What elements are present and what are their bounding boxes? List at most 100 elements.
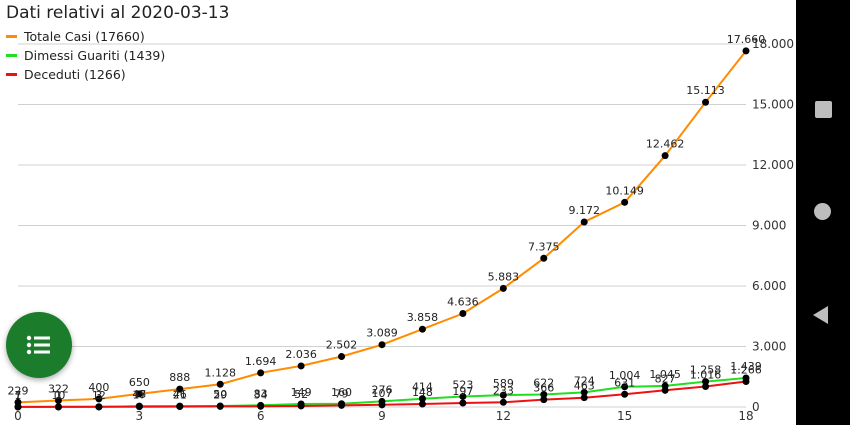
- data-label: 1.694: [245, 355, 277, 368]
- data-point: [418, 395, 426, 403]
- data-label: 463: [574, 380, 595, 393]
- data-point: [338, 401, 346, 409]
- data-point: [135, 403, 143, 411]
- data-point: [702, 98, 710, 106]
- data-label: 7.375: [528, 240, 560, 253]
- data-point: [742, 377, 750, 385]
- data-label: 888: [169, 371, 190, 384]
- data-point: [459, 310, 467, 318]
- data-point: [499, 284, 507, 292]
- data-label: 83: [254, 387, 268, 400]
- legend-label-guariti: Dimessi Guariti (1439): [24, 48, 166, 63]
- data-label: 12.462: [646, 138, 685, 151]
- data-label: 589: [493, 377, 514, 390]
- data-label: 160: [331, 386, 352, 399]
- data-label: 7: [15, 389, 22, 402]
- data-label: 15.113: [686, 84, 725, 97]
- data-point: [418, 400, 426, 408]
- x-tick-label: 6: [257, 409, 265, 423]
- data-point: [702, 383, 710, 391]
- data-label: 1.439: [730, 360, 762, 373]
- legend-swatch-totale: [6, 35, 17, 38]
- data-point: [54, 403, 62, 411]
- data-label: 5.883: [488, 270, 520, 283]
- data-point: [257, 402, 265, 410]
- data-label: 148: [412, 386, 433, 399]
- data-point: [216, 380, 224, 388]
- data-point: [418, 325, 426, 333]
- x-tick-label: 3: [136, 409, 144, 423]
- data-label: 34: [254, 388, 268, 401]
- data-point: [702, 378, 710, 386]
- data-label: 1: [15, 389, 22, 402]
- data-label: 17.660: [727, 33, 766, 46]
- data-point: [176, 403, 184, 411]
- data-point: [540, 396, 548, 404]
- data-point: [621, 390, 629, 398]
- circle-icon[interactable]: [814, 203, 831, 220]
- data-label: 10: [51, 389, 65, 402]
- legend-label-deceduti: Deceduti (1266): [24, 67, 126, 82]
- list-icon: [26, 335, 50, 355]
- square-icon[interactable]: [815, 101, 832, 118]
- y-tick-label: 6.000: [752, 279, 786, 293]
- list-fab-button[interactable]: [6, 312, 72, 378]
- data-point: [297, 402, 305, 410]
- data-point: [540, 390, 548, 398]
- data-point: [540, 254, 548, 262]
- legend-swatch-deceduti: [6, 73, 17, 76]
- data-point: [499, 398, 507, 406]
- legend-item-totale: Totale Casi (17660): [6, 27, 165, 46]
- data-label: 400: [88, 381, 109, 394]
- y-tick-label: 0: [752, 400, 760, 414]
- data-label: 4.636: [447, 296, 479, 309]
- data-label: 46: [173, 388, 187, 401]
- data-label: 1.128: [204, 366, 236, 379]
- x-tick-label: 0: [14, 409, 22, 423]
- data-label: 1.045: [649, 368, 681, 381]
- data-label: 523: [452, 378, 473, 391]
- data-label: 79: [335, 387, 349, 400]
- legend-label-totale: Totale Casi (17660): [24, 29, 145, 44]
- data-label: 21: [173, 389, 187, 402]
- data-label: 1.258: [690, 364, 722, 377]
- series-line: [17, 50, 747, 404]
- data-label: 1.266: [730, 363, 762, 376]
- legend-swatch-guariti: [6, 54, 17, 57]
- data-label: 2.502: [326, 339, 358, 352]
- data-label: 622: [533, 376, 554, 389]
- data-label: 17: [132, 389, 146, 402]
- data-label: 414: [412, 381, 433, 394]
- data-label: 366: [533, 382, 554, 395]
- legend-item-guariti: Dimessi Guariti (1439): [6, 46, 165, 65]
- data-point: [499, 391, 507, 399]
- x-tick-label: 12: [496, 409, 511, 423]
- data-point: [14, 403, 22, 411]
- data-label: 149: [291, 386, 312, 399]
- data-point: [459, 392, 467, 400]
- data-point: [135, 390, 143, 398]
- x-tick-label: 15: [617, 409, 632, 423]
- data-label: 233: [493, 384, 514, 397]
- data-label: 229: [8, 384, 29, 397]
- back-triangle-icon[interactable]: [813, 306, 828, 324]
- data-label: 50: [213, 388, 227, 401]
- data-point: [95, 395, 103, 403]
- data-label: 107: [372, 387, 393, 400]
- data-label: 10.149: [605, 184, 644, 197]
- data-label: 724: [574, 374, 595, 387]
- data-label: 45: [132, 388, 146, 401]
- data-point: [661, 386, 669, 394]
- data-point: [95, 403, 103, 411]
- data-point: [257, 369, 265, 377]
- y-tick-label: 15.000: [752, 98, 794, 112]
- data-point: [176, 385, 184, 393]
- x-tick-label: 9: [378, 409, 386, 423]
- data-point: [580, 394, 588, 402]
- legend: Totale Casi (17660) Dimessi Guariti (143…: [6, 27, 165, 84]
- data-point: [378, 401, 386, 409]
- data-label: 276: [372, 383, 393, 396]
- data-label: 3.858: [407, 311, 439, 324]
- data-label: 650: [129, 376, 150, 389]
